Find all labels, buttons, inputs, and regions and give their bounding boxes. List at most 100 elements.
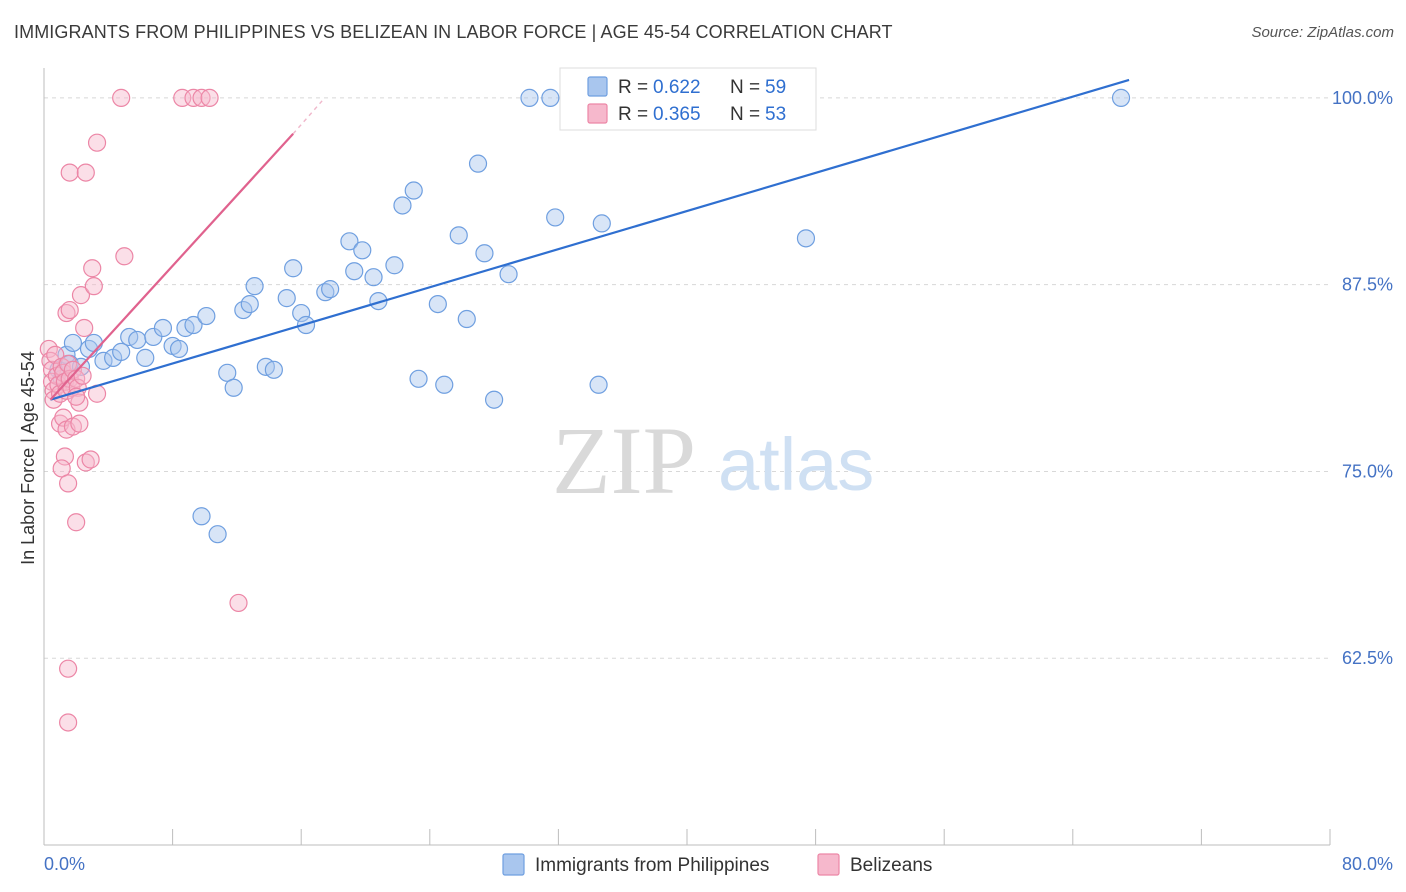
data-point (393, 196, 412, 215)
watermark: ZIP atlas (552, 407, 874, 514)
data-point (224, 378, 243, 397)
data-point (245, 277, 264, 296)
data-point (197, 306, 216, 326)
data-point (589, 375, 608, 394)
data-point (76, 163, 95, 182)
data-point (449, 226, 468, 245)
data-point (409, 369, 428, 388)
data-point (475, 244, 494, 263)
data-point (541, 88, 560, 107)
data-point (59, 659, 78, 678)
data-point (277, 289, 296, 308)
data-point (321, 280, 340, 299)
legend-r-value-blue: 0.622 (653, 77, 701, 98)
data-point (292, 303, 311, 323)
data-point (59, 474, 78, 493)
series-belizeans-points (39, 88, 248, 732)
data-point (520, 88, 539, 107)
data-point (67, 513, 86, 532)
data-point (60, 300, 79, 320)
trend-line (50, 78, 1130, 401)
chart-title: IMMIGRANTS FROM PHILIPPINES VS BELIZEAN … (14, 22, 893, 42)
x-tick-label-max: 80.0% (1342, 854, 1393, 874)
source-credit: Source: ZipAtlas.com (1251, 24, 1394, 41)
data-point (468, 154, 488, 173)
data-point (592, 214, 611, 233)
y-tick-labels: 62.5% 75.0% 87.5% 100.0% (1332, 88, 1393, 668)
y-axis-title: In Labor Force | Age 45-54 (18, 351, 38, 565)
data-point (83, 259, 102, 278)
series-legend-swatch-blue (502, 853, 525, 876)
data-point (41, 351, 60, 370)
axis-layer (43, 68, 1330, 846)
data-point (218, 363, 237, 382)
legend-r-label-blue: R = (618, 77, 648, 98)
data-point (485, 390, 504, 409)
data-point (284, 259, 303, 278)
data-point (153, 318, 173, 338)
watermark-zip: ZIP (552, 407, 696, 514)
data-point (353, 241, 372, 260)
data-point (115, 247, 134, 266)
watermark-atlas: atlas (718, 423, 874, 506)
trend-line-extension (292, 100, 323, 135)
y-tick-label: 75.0% (1342, 461, 1393, 481)
data-point (112, 88, 131, 107)
data-point (428, 294, 447, 314)
data-point (457, 309, 476, 329)
data-point (1111, 88, 1131, 107)
data-point (84, 333, 103, 353)
data-point (264, 360, 283, 379)
series-legend: Immigrants from Philippines Belizeans (502, 853, 932, 876)
data-point (55, 447, 74, 466)
legend-n-label-blue: N = (730, 77, 760, 98)
series-legend-swatch-pink (817, 853, 840, 876)
data-point (499, 265, 518, 284)
data-point (404, 181, 423, 200)
data-point (112, 342, 131, 362)
series-legend-label-belizeans: Belizeans (850, 855, 932, 876)
trend-line (49, 133, 294, 401)
data-point (73, 366, 92, 385)
stats-legend-swatch-pink (587, 103, 608, 124)
data-point (71, 286, 91, 305)
legend-r-value-pink: 0.365 (653, 104, 701, 125)
data-point (70, 414, 89, 433)
legend-r-label-pink: R = (618, 104, 648, 125)
data-point (87, 133, 107, 152)
data-point (59, 713, 78, 732)
data-point (200, 88, 219, 107)
data-point (435, 375, 454, 394)
data-point (364, 268, 383, 287)
data-point (63, 333, 83, 353)
data-point (59, 354, 78, 373)
data-point (81, 450, 100, 469)
data-point (76, 453, 95, 472)
data-point (385, 256, 404, 275)
trend-lines (49, 78, 1130, 401)
legend-n-value-pink: 53 (765, 104, 786, 125)
data-point (169, 339, 189, 359)
series-legend-label-philippines: Immigrants from Philippines (535, 855, 769, 876)
data-point (192, 507, 211, 526)
data-point (128, 330, 147, 350)
data-point (84, 277, 103, 296)
legend-n-label-pink: N = (730, 104, 760, 125)
data-point (75, 318, 94, 338)
y-tick-label: 62.5% (1342, 648, 1393, 668)
stats-legend: R = 0.622 N = 59 R = 0.365 N = 53 (559, 67, 817, 131)
data-point (796, 229, 816, 248)
data-point (229, 593, 248, 613)
data-point (345, 262, 364, 281)
legend-n-value-blue: 59 (765, 77, 786, 98)
series-philippines-points (49, 88, 1131, 544)
data-point (316, 283, 335, 302)
y-tick-label: 100.0% (1332, 88, 1393, 108)
data-point (52, 459, 71, 478)
data-point (60, 163, 79, 182)
data-point (57, 303, 76, 323)
data-point (208, 525, 227, 544)
data-point (136, 348, 155, 367)
y-tick-label: 87.5% (1342, 275, 1393, 295)
